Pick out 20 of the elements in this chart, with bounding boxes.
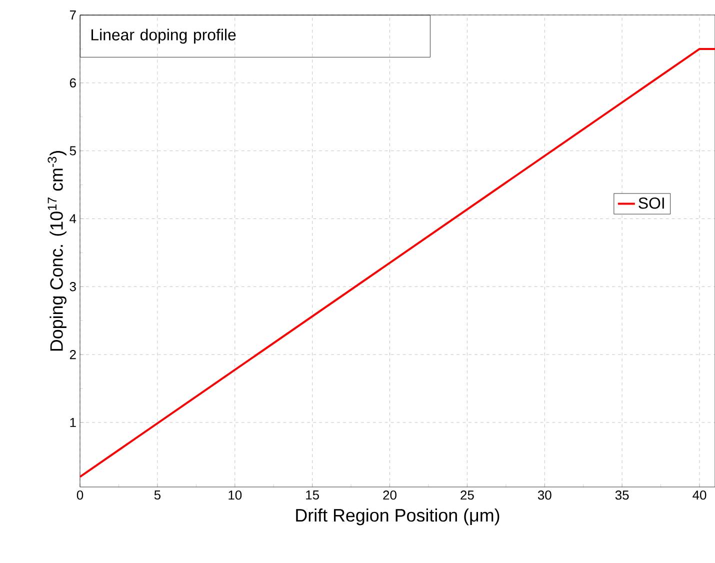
y-tick-label: 5 xyxy=(70,146,76,156)
y-axis-title: Doping Conc. (10$^{17}$ cm$^{-3}$) xyxy=(48,151,66,351)
x-tick-label: 10 xyxy=(228,490,242,500)
y-tick-label: 6 xyxy=(70,78,76,88)
x-tick-label: 30 xyxy=(538,490,552,500)
x-tick-label: 5 xyxy=(154,490,160,500)
y-tick-label: 2 xyxy=(70,350,76,360)
legend-label: SOI xyxy=(638,197,664,209)
x-tick-label: 20 xyxy=(383,490,396,500)
annotation: Linear doping profile xyxy=(92,28,236,44)
x-tick-label: 15 xyxy=(306,490,319,500)
y-tick-label: 4 xyxy=(70,214,76,224)
x-tick-label: 35 xyxy=(615,490,629,500)
x-tick-label: 0 xyxy=(76,490,84,500)
y-tick-label: 1 xyxy=(70,418,76,427)
x-axis-title: Drift Region Position (μm) xyxy=(296,508,500,526)
x-tick-label: 25 xyxy=(460,490,474,500)
y-tick-label: 3 xyxy=(70,282,76,292)
x-tick-label: 40 xyxy=(692,490,706,500)
y-tick-label: 7 xyxy=(70,10,76,20)
